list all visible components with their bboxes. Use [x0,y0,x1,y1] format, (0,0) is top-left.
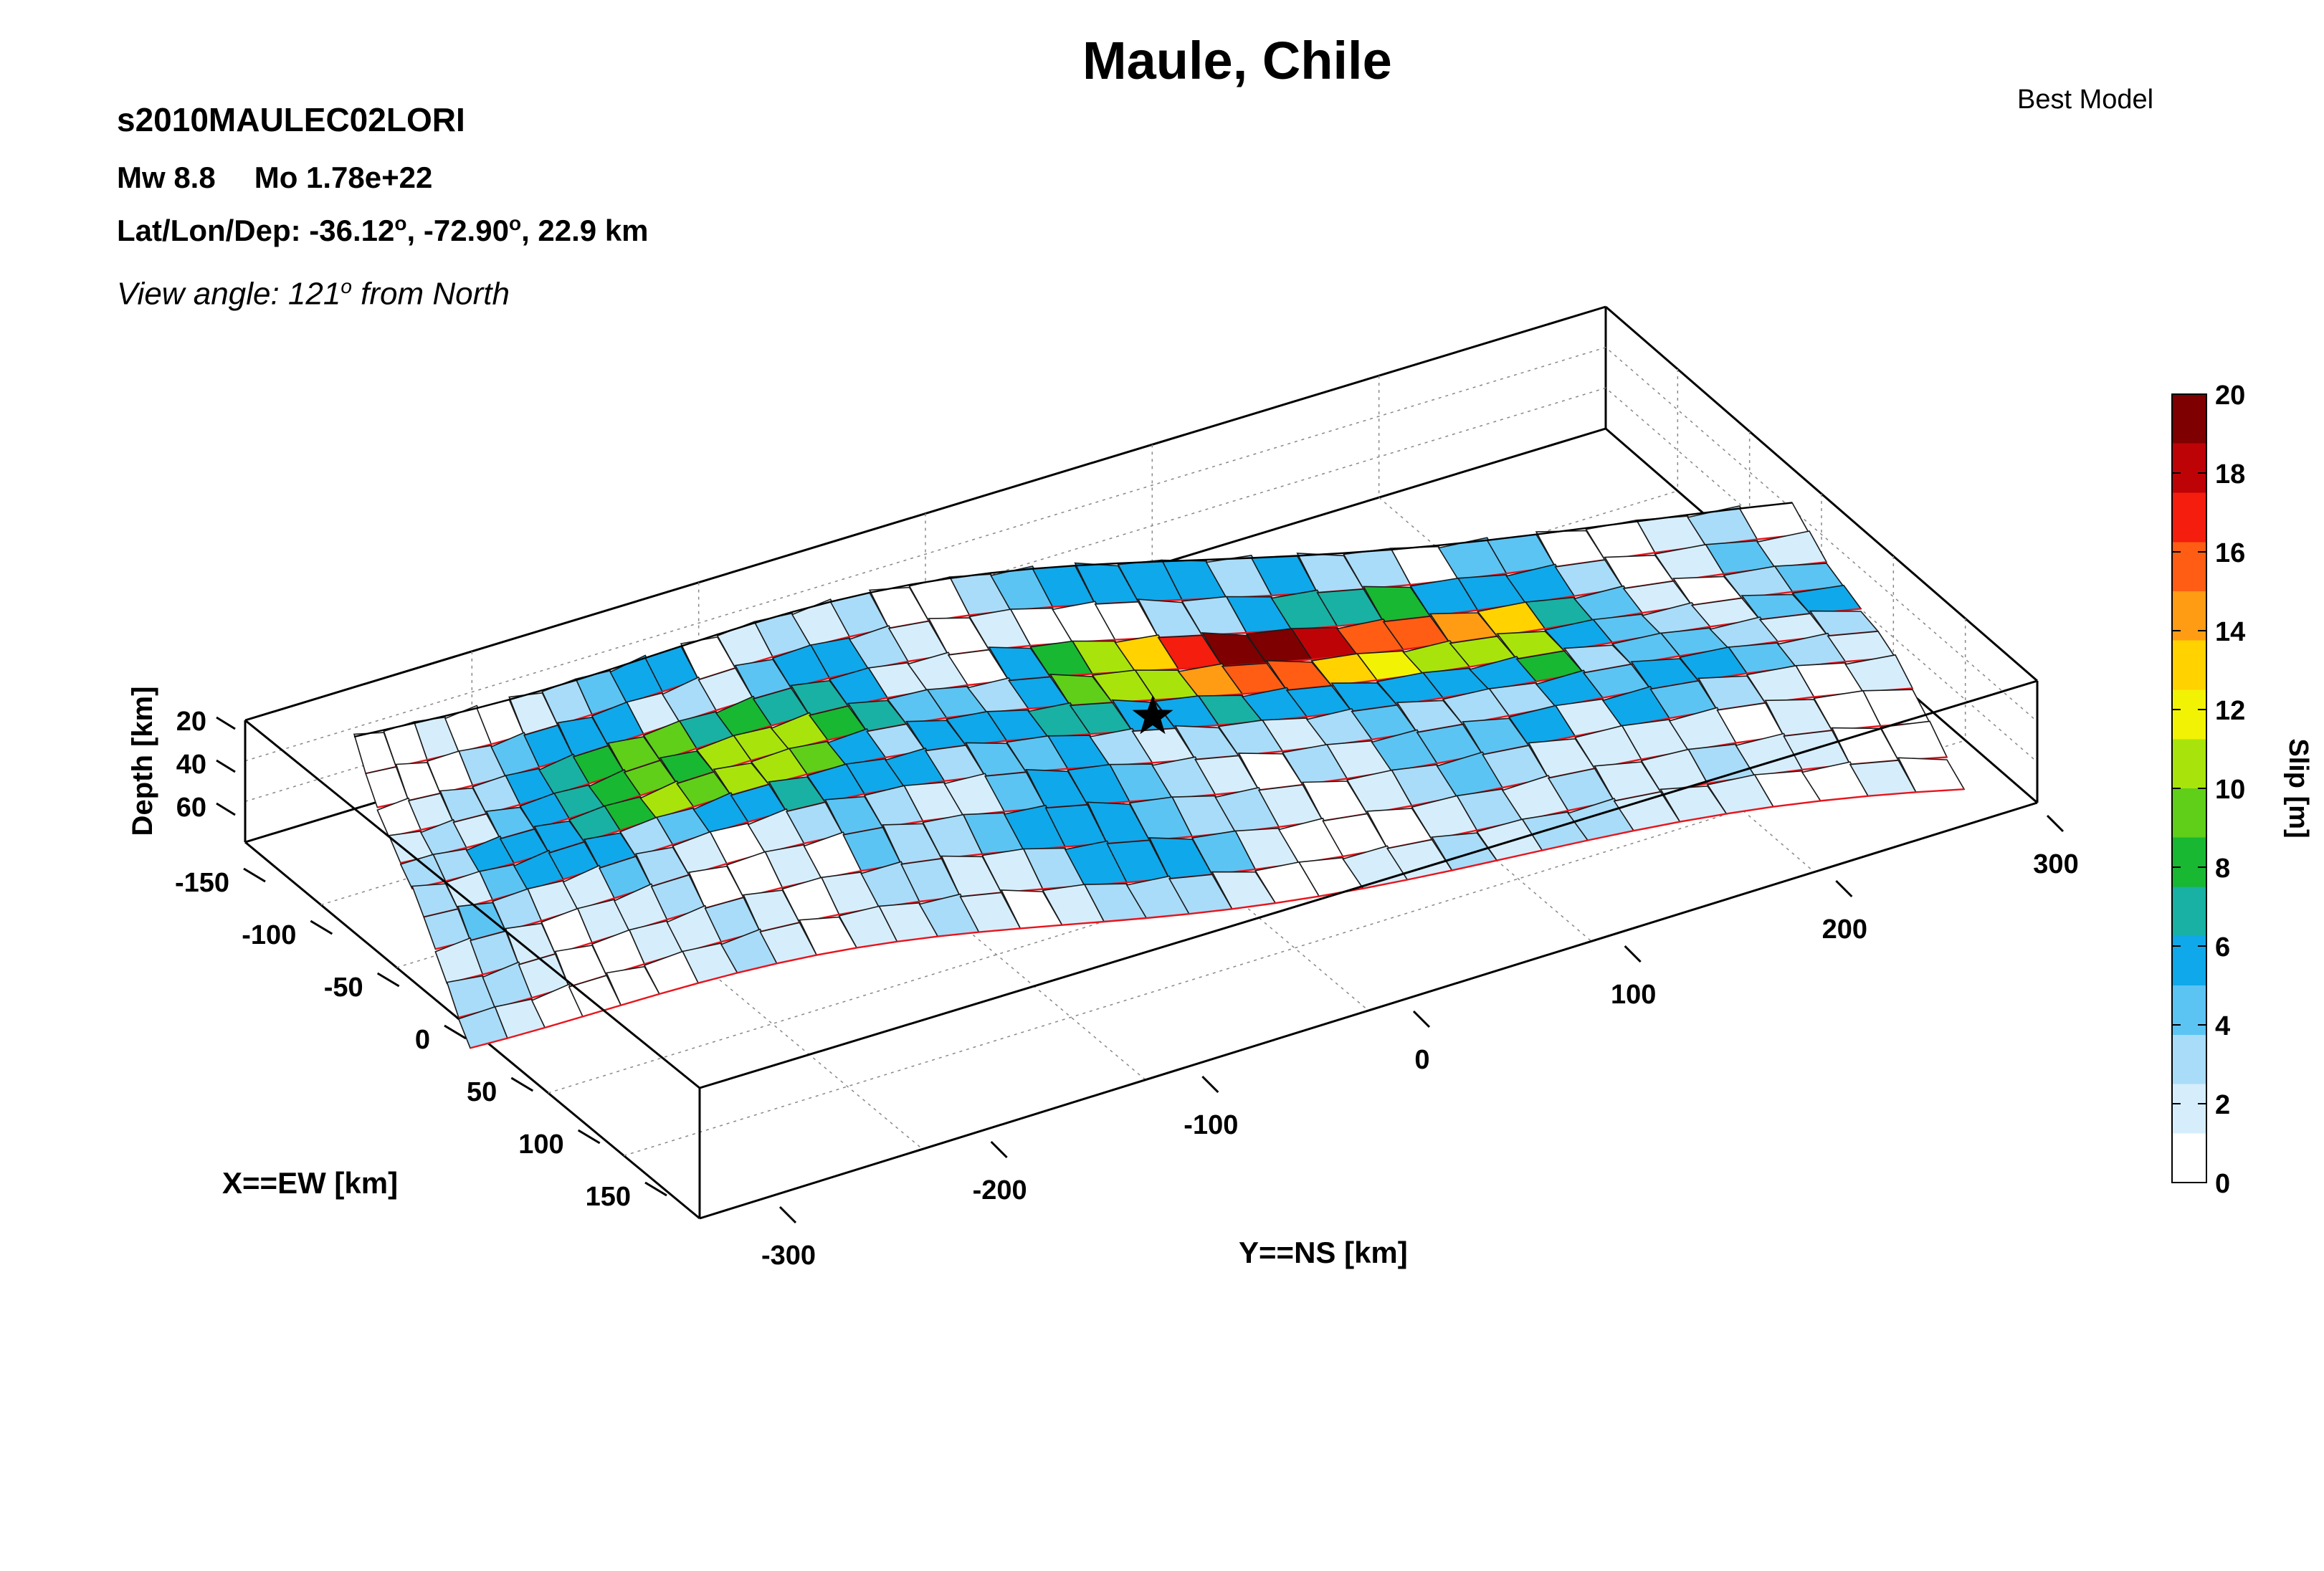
axis-ticks: -150 -100 -50 0 50 100 150 -300 -200 -100 0 100 200 3… [175,707,2079,1271]
y-tick [778,1205,797,1224]
z-tick [216,802,236,816]
colorbar-tick-label: 20 [2215,381,2245,411]
box-edge [699,679,2038,1089]
y-tick [1835,879,1853,898]
x-tick [310,920,333,935]
y-tick-label: 300 [2033,849,2078,879]
latlondep-line: Lat/Lon/Dep: -36.12o, -72.90o, 22.9 km [117,212,649,248]
hypocenter-star [1132,695,1173,735]
patch-row-edge [470,788,1965,1049]
box-edge [699,801,2038,1220]
colorbar-tick-label: 16 [2215,538,2245,568]
y-tick [1624,945,1642,963]
x-tick-label: 100 [518,1130,563,1160]
y-tick [1412,1010,1431,1028]
x-tick [243,867,266,883]
x-tick-label: -150 [175,868,229,898]
x-tick-label: 50 [467,1077,497,1107]
grid-line [471,773,923,1150]
model-label: Best Model [2017,85,2154,115]
y-tick-label: -200 [973,1175,1027,1205]
z-tick-label: 20 [176,707,206,737]
y-tick-label: -300 [761,1241,816,1271]
z-tick [216,759,236,773]
colorbar-label: Slip [m] [2283,738,2313,838]
colorbar: 0 2 4 6 8 10 12 14 16 18 20 [2171,381,2245,1199]
fault-top-edge [353,502,1793,738]
box-edge [244,719,700,1089]
colorbar-tick-label: 4 [2215,1011,2230,1041]
degree-mark: o [394,212,407,234]
colorbar-tick-label: 6 [2215,932,2230,963]
degree-mark: o [340,275,352,297]
view-angle-line: View angle: 121o from North [117,275,510,312]
x-tick [577,1129,601,1145]
y-tick-label: 0 [1414,1045,1429,1075]
mw-label: Mw 8.8 [117,161,216,194]
x-tick [376,972,400,988]
z-tick-label: 40 [176,750,206,780]
fault-slip-patches [353,502,1966,1049]
magnitude-line: Mw 8.8 Mo 1.78e+22 [117,161,432,195]
y-tick [990,1140,1008,1159]
x-axis-label: X==EW [km] [222,1166,398,1200]
colorbar-tick-label: 0 [2215,1169,2230,1199]
event-id: s2010MAULEC02LORI [117,101,465,138]
z-tick [216,716,236,730]
grid-line [244,346,2038,762]
x-tick [444,1024,467,1040]
colorbar-tick-label: 14 [2215,617,2245,647]
mo-label: Mo 1.78e+22 [254,161,433,194]
x-tick [510,1076,534,1092]
z-axis-label: Depth [km] [127,687,158,836]
x-tick-label: -50 [324,973,363,1003]
colorbar-tick-label: 12 [2215,696,2245,726]
z-tick-label: 60 [176,793,206,823]
colorbar-tick-label: 10 [2215,775,2245,805]
page-title: Maule, Chile [1082,31,1392,90]
y-tick [2046,814,2065,833]
colorbar-tick-label: 8 [2215,854,2230,884]
y-tick-label: -100 [1184,1110,1238,1140]
axes-box-front [244,679,2039,1220]
latlondep-prefix: Lat/Lon/Dep: -36.12 [117,214,395,247]
latlondep-suffix: , 22.9 km [521,214,649,247]
colorbar-tick-label: 18 [2215,459,2245,490]
latlondep-mid: , -72.90 [406,214,509,247]
y-tick-label: 200 [1822,915,1867,945]
y-axis-label: Y==NS [km] [1239,1236,1408,1269]
x-tick [644,1181,667,1197]
degree-mark: o [508,212,522,234]
x-tick-label: 150 [586,1182,631,1212]
colorbar-tick-label: 2 [2215,1090,2230,1120]
x-tick-label: -100 [242,920,296,950]
view-suffix: from North [351,276,510,312]
x-tick-label: 0 [415,1025,430,1055]
y-tick-label: 100 [1611,980,1656,1010]
view-prefix: View angle: 121 [117,276,341,312]
y-tick [1201,1075,1219,1094]
